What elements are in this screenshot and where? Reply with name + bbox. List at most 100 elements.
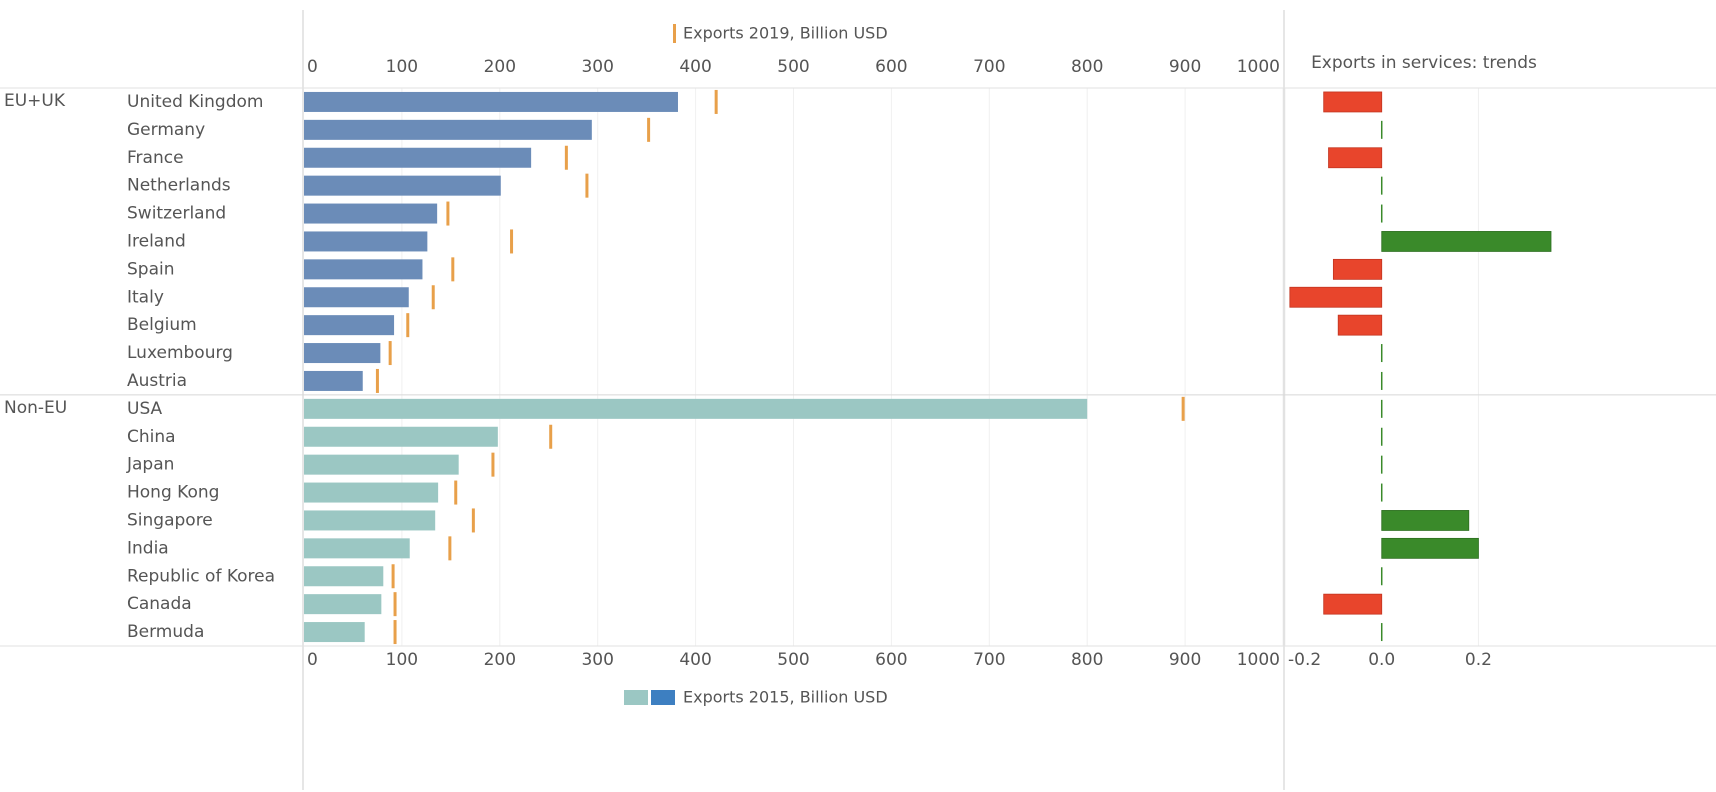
marker-exports-2019 [585,173,589,198]
bar-exports-2015 [304,231,428,252]
country-label: USA [127,399,163,419]
legend-marker-2019 [673,24,676,43]
country-label: Canada [127,594,192,614]
country-label: Hong Kong [127,483,219,503]
trend-bar [1323,593,1383,615]
x-tick-label-top: 300 [581,57,613,77]
x-tick-label-top: 600 [875,57,907,77]
bar-exports-2015 [304,147,532,168]
trend-tick-label: -0.2 [1288,650,1321,670]
bar-exports-2015 [304,594,382,615]
x-tick-label-bottom: 800 [1071,650,1103,670]
country-label: India [127,538,169,558]
country-label: Bermuda [127,622,204,642]
x-tick-label-top: 800 [1071,57,1103,77]
trend-tick-label: 0.0 [1368,650,1395,670]
bar-exports-2015 [304,259,423,280]
bar-exports-2015 [304,510,436,531]
x-tick-label-top: 500 [777,57,809,77]
country-label: Netherlands [127,176,231,196]
marker-exports-2019 [393,620,397,645]
trend-bar [1381,510,1470,531]
bar-exports-2015 [304,538,410,559]
marker-exports-2019 [491,452,495,477]
marker-exports-2019 [549,424,553,449]
x-tick-label-top: 100 [386,57,418,77]
x-tick-label-bottom: 100 [386,650,418,670]
marker-exports-2019 [510,229,514,254]
legend-label-2015: Exports 2015, Billion USD [683,688,888,707]
bar-exports-2015 [304,175,501,196]
country-label: China [127,427,176,447]
trend-bar [1289,286,1383,308]
marker-exports-2019 [451,257,455,282]
country-label: Ireland [127,231,186,251]
country-label: Belgium [127,315,197,335]
x-tick-label-top: 900 [1169,57,1201,77]
marker-exports-2019 [471,508,475,533]
trend-bar [1337,314,1383,336]
bar-exports-2015 [304,622,365,643]
marker-exports-2019 [406,313,410,338]
bar-exports-2015 [304,454,459,475]
x-tick-label-bottom: 1000 [1237,650,1280,670]
country-label: Singapore [127,510,213,530]
country-label: Italy [127,287,164,307]
trend-bar [1381,231,1552,252]
bar-exports-2015 [304,287,409,308]
legend-swatch-2015-non-eu [624,690,648,705]
country-label: Spain [127,259,175,279]
trend-tick-label: 0.2 [1465,650,1492,670]
country-label: United Kingdom [127,92,263,112]
x-tick-label-bottom: 200 [484,650,516,670]
bar-exports-2015 [304,398,1088,419]
x-tick-label-top: 1000 [1237,57,1280,77]
country-label: Switzerland [127,204,226,224]
country-label: Japan [126,455,174,475]
bar-exports-2015 [304,203,438,224]
marker-exports-2019 [714,89,718,114]
bar-exports-2015 [304,370,363,391]
group-label: Non-EU [4,398,67,418]
legend-label-2019: Exports 2019, Billion USD [683,24,888,43]
marker-exports-2019 [446,201,450,226]
x-tick-label-bottom: 400 [679,650,711,670]
x-tick-label-top: 0 [307,57,318,77]
marker-exports-2019 [431,285,435,310]
group-label: EU+UK [4,91,66,111]
x-tick-label-bottom: 700 [973,650,1005,670]
marker-exports-2019 [448,536,452,561]
trend-bar [1323,91,1383,113]
country-label: France [127,148,184,168]
marker-exports-2019 [391,564,395,589]
x-tick-label-top: 700 [973,57,1005,77]
country-label: Republic of Korea [127,566,275,586]
trend-bar [1381,537,1479,559]
x-tick-label-bottom: 0 [307,650,318,670]
trend-bar [1332,258,1383,280]
marker-exports-2019 [393,592,397,617]
x-tick-label-bottom: 900 [1169,650,1201,670]
bar-exports-2015 [304,343,381,364]
marker-exports-2019 [375,368,379,393]
bar-exports-2015 [304,119,592,140]
trend-panel-title: Exports in services: trends [1311,53,1537,73]
marker-exports-2019 [454,480,458,505]
country-label: Germany [127,120,205,140]
bar-exports-2015 [304,482,439,503]
trend-bar [1328,147,1383,169]
country-label: Luxembourg [127,343,233,363]
x-tick-label-bottom: 500 [777,650,809,670]
x-tick-label-top: 200 [484,57,516,77]
marker-exports-2019 [1181,396,1185,421]
x-tick-label-top: 400 [679,57,711,77]
bar-exports-2015 [304,426,498,447]
bar-exports-2015 [304,315,395,336]
legend-swatch-2015-eu [651,690,675,705]
marker-exports-2019 [388,341,392,366]
bar-exports-2015 [304,566,384,587]
bar-exports-2015 [304,91,678,112]
marker-exports-2019 [647,117,651,142]
